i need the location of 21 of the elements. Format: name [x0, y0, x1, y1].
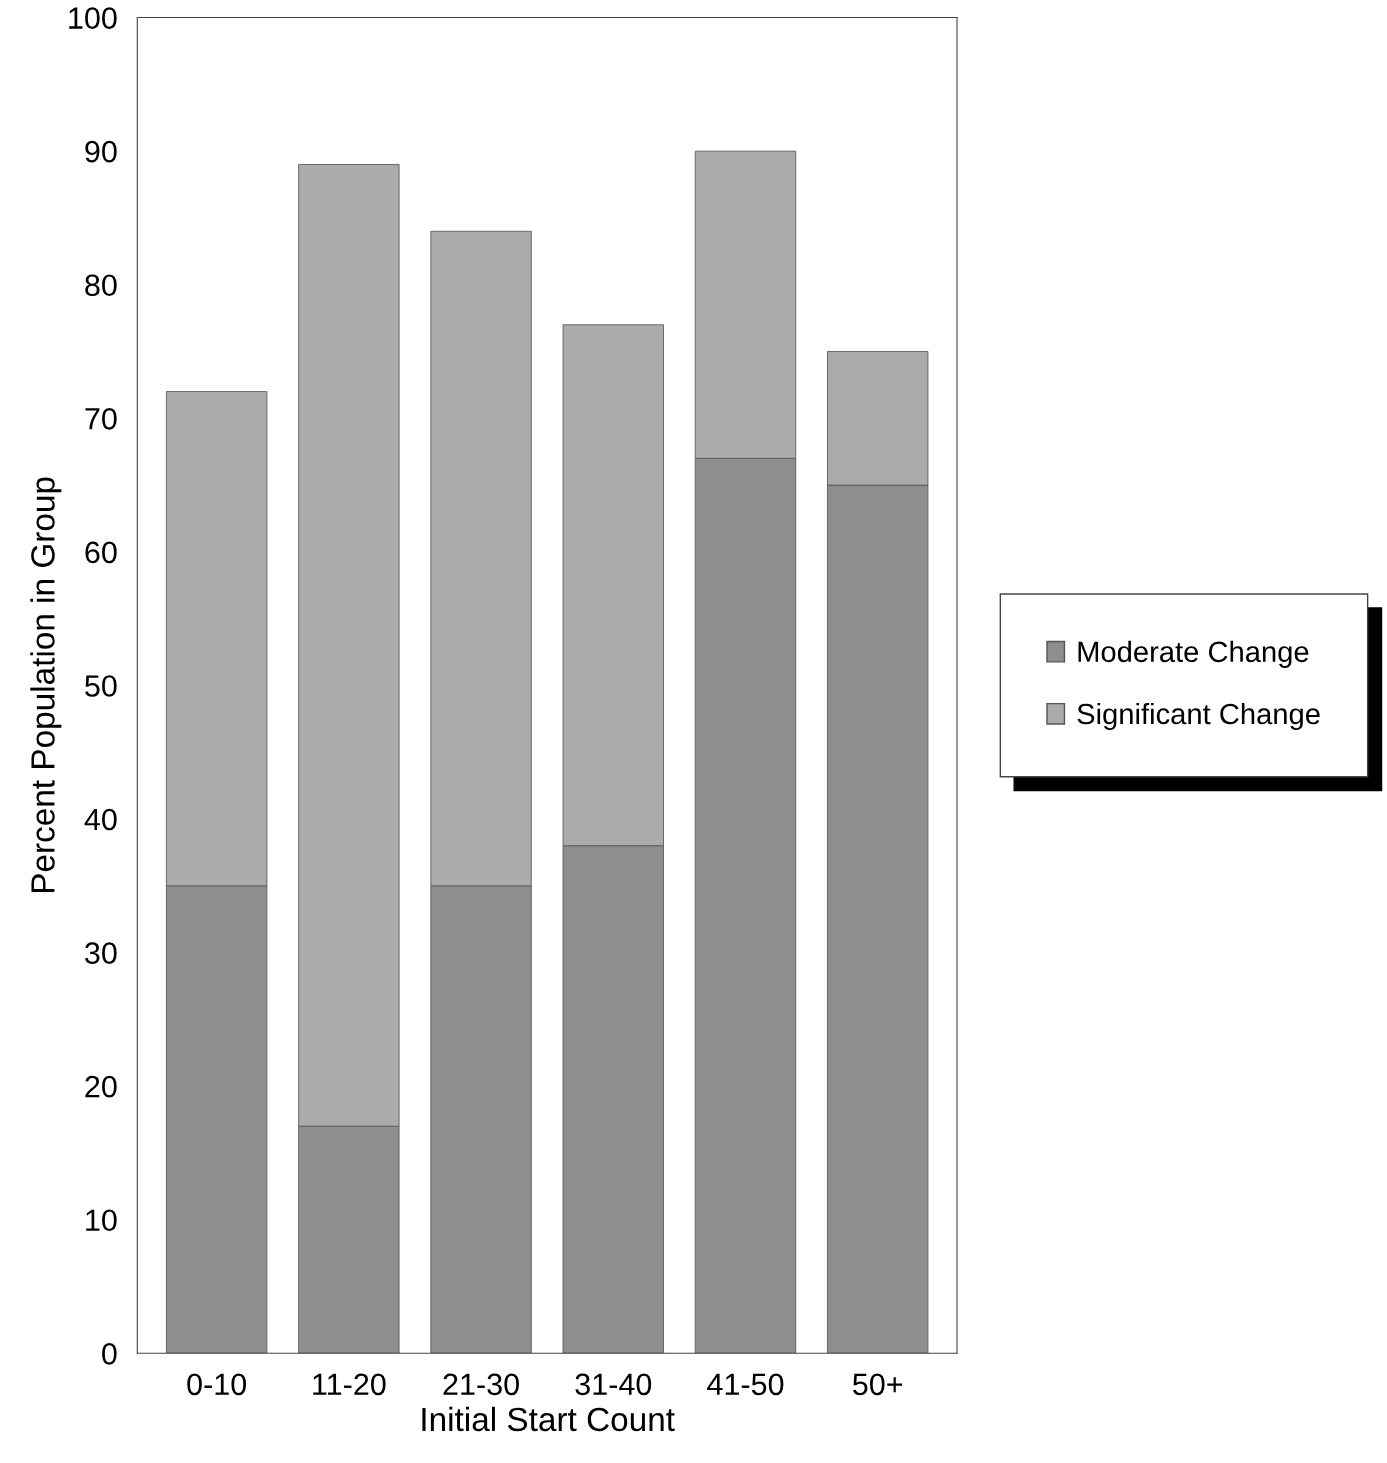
- y-tick-label: 90: [85, 140, 117, 163]
- y-tick-label: 10: [86, 1209, 117, 1232]
- x-tick-label: 0-10: [187, 1373, 247, 1396]
- y-axis-title: Percent Population in Group: [30, 477, 62, 893]
- x-tick-label: 41-50: [707, 1373, 784, 1396]
- y-tick-label: 70: [85, 408, 117, 430]
- y-tick-label: 40: [84, 808, 117, 831]
- y-tick-label: 50: [85, 675, 117, 697]
- x-tick-label: 11-20: [313, 1373, 386, 1396]
- x-tick-label: 31-40: [575, 1373, 652, 1396]
- y-tick-label: 80: [85, 274, 117, 297]
- y-tick-label: 0: [102, 1343, 117, 1365]
- y-tick-label: 60: [85, 541, 117, 564]
- x-tick-label: 50+: [853, 1373, 903, 1396]
- x-tick-label: 21-30: [443, 1373, 519, 1396]
- legend-label: Significant Change: [1077, 702, 1320, 731]
- x-axis-title: Initial Start Count: [422, 1406, 675, 1432]
- y-tick-label: 20: [85, 1075, 117, 1098]
- y-tick-label: 30: [85, 942, 117, 964]
- legend-label: Moderate Change: [1078, 640, 1309, 668]
- y-tick-label: 100: [69, 7, 117, 29]
